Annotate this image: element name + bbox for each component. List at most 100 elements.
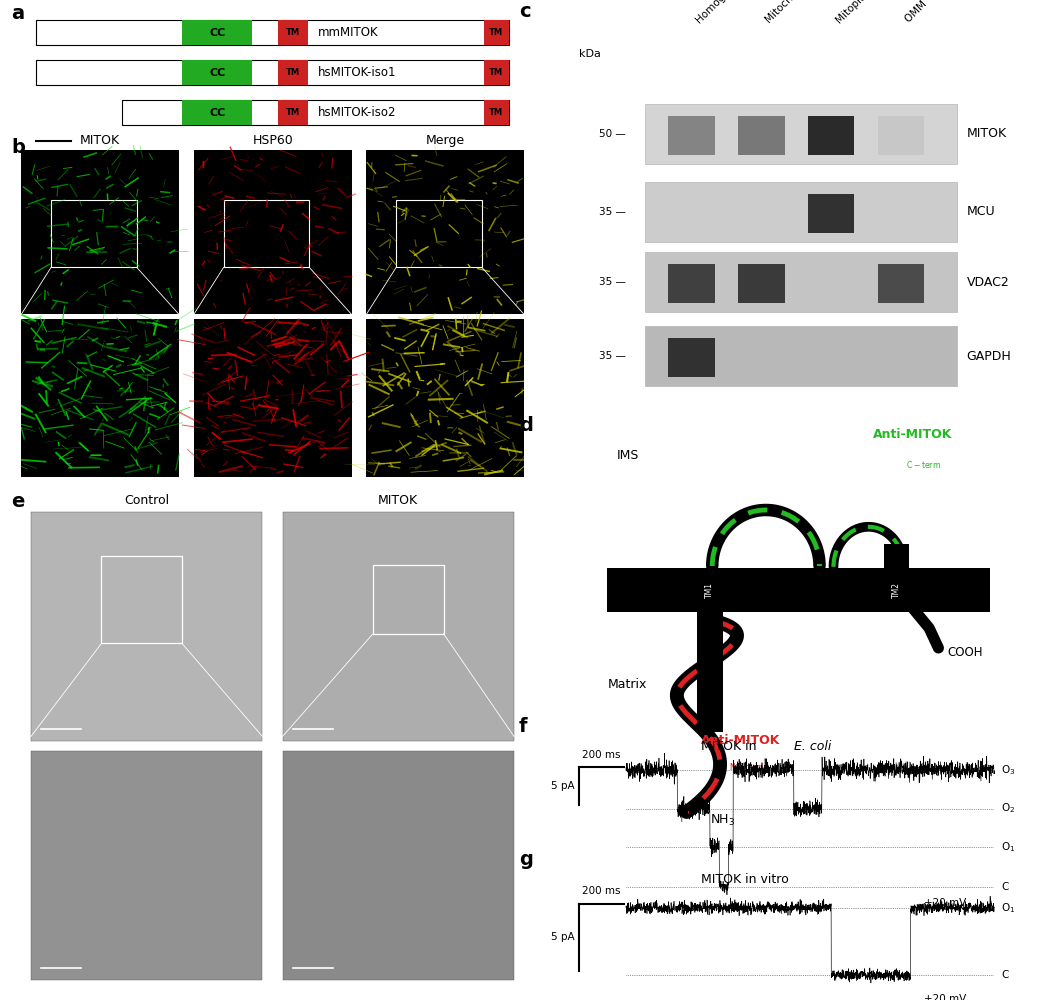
- Bar: [51, 200, 136, 267]
- Text: TM: TM: [489, 108, 503, 117]
- Text: C: C: [1002, 882, 1009, 892]
- Text: 35 —: 35 —: [599, 351, 626, 361]
- Text: hsMITOK-iso1: hsMITOK-iso1: [318, 66, 396, 79]
- Text: O$_2$: O$_2$: [1002, 802, 1016, 815]
- Bar: [645, 326, 957, 386]
- Bar: [102, 556, 182, 643]
- Text: 5 pA: 5 pA: [551, 932, 574, 942]
- Text: 35 —: 35 —: [599, 207, 626, 217]
- Text: MITOK: MITOK: [966, 127, 1006, 140]
- Text: O$_1$: O$_1$: [1002, 901, 1016, 915]
- Text: g: g: [519, 850, 532, 869]
- Bar: [808, 194, 854, 233]
- Bar: [808, 116, 854, 155]
- Bar: [182, 60, 253, 85]
- Text: MCU: MCU: [966, 205, 995, 218]
- Bar: [366, 150, 524, 314]
- Bar: [223, 200, 309, 267]
- Text: CC: CC: [209, 27, 225, 37]
- Bar: [484, 100, 509, 125]
- Bar: [697, 568, 723, 732]
- Text: TM2: TM2: [892, 582, 901, 598]
- Text: +20 mV: +20 mV: [924, 994, 966, 1000]
- Bar: [883, 544, 910, 612]
- Bar: [31, 751, 262, 980]
- Text: C: C: [1002, 970, 1009, 980]
- Text: TM1: TM1: [705, 582, 715, 598]
- Bar: [278, 100, 308, 125]
- Text: f: f: [519, 718, 527, 736]
- Text: IMM: IMM: [995, 585, 1021, 595]
- Bar: [645, 182, 957, 242]
- Bar: [194, 319, 352, 477]
- Bar: [283, 512, 514, 741]
- Text: O$_1$: O$_1$: [1002, 840, 1016, 854]
- Bar: [645, 252, 957, 312]
- Text: Homogenate: Homogenate: [694, 0, 748, 25]
- Text: 35 —: 35 —: [599, 277, 626, 287]
- Text: CC: CC: [209, 107, 225, 117]
- Text: TM: TM: [285, 108, 300, 117]
- Text: E. coli: E. coli: [794, 740, 831, 753]
- Text: c: c: [519, 2, 530, 21]
- Bar: [484, 20, 509, 45]
- Text: CC: CC: [209, 68, 225, 78]
- Text: MITOK: MITOK: [80, 134, 121, 147]
- Bar: [366, 319, 524, 477]
- Bar: [122, 100, 509, 125]
- Text: 200 ms: 200 ms: [582, 750, 620, 760]
- Text: HSP60: HSP60: [253, 134, 293, 147]
- Text: Anti-MITOK: Anti-MITOK: [873, 428, 953, 441]
- Text: VDAC2: VDAC2: [966, 276, 1009, 289]
- Bar: [396, 200, 482, 267]
- Text: 50 —: 50 —: [599, 129, 626, 139]
- Bar: [608, 568, 989, 612]
- Text: TM: TM: [285, 28, 300, 37]
- Text: 200 ms: 200 ms: [582, 886, 620, 896]
- Text: b: b: [10, 138, 25, 157]
- Bar: [283, 751, 514, 980]
- Text: MITOK in: MITOK in: [700, 740, 760, 753]
- Bar: [36, 20, 509, 45]
- Bar: [738, 116, 785, 155]
- Bar: [645, 104, 957, 164]
- Text: MITOK: MITOK: [378, 494, 418, 507]
- Text: OMM + IMS: OMM + IMS: [903, 0, 953, 25]
- Bar: [738, 264, 785, 303]
- Bar: [182, 20, 253, 45]
- Text: $_{{\rm N-term}}$: $_{{\rm N-term}}$: [728, 762, 764, 774]
- Bar: [36, 60, 509, 85]
- Bar: [182, 100, 253, 125]
- Bar: [668, 116, 715, 155]
- Text: Control: Control: [124, 494, 170, 507]
- Bar: [21, 150, 179, 314]
- Text: +20 mV: +20 mV: [924, 898, 966, 908]
- Text: TM: TM: [489, 68, 503, 77]
- Bar: [278, 20, 308, 45]
- Text: MITOK in vitro: MITOK in vitro: [700, 873, 788, 886]
- Text: hsMITOK-iso2: hsMITOK-iso2: [318, 106, 396, 119]
- Bar: [278, 60, 308, 85]
- Bar: [668, 264, 715, 303]
- Bar: [668, 338, 715, 377]
- Text: GAPDH: GAPDH: [966, 350, 1011, 363]
- Text: COOH: COOH: [947, 646, 983, 658]
- Text: kDa: kDa: [580, 49, 602, 59]
- Bar: [373, 565, 443, 634]
- Text: Mitochondria: Mitochondria: [764, 0, 818, 25]
- Text: Mitoplasts: Mitoplasts: [833, 0, 878, 25]
- Text: mmMITOK: mmMITOK: [318, 26, 378, 39]
- Bar: [484, 60, 509, 85]
- Text: Merge: Merge: [425, 134, 465, 147]
- Text: Anti-MITOK: Anti-MITOK: [700, 734, 780, 746]
- Text: d: d: [519, 416, 532, 435]
- Bar: [878, 116, 924, 155]
- Text: O$_3$: O$_3$: [1002, 763, 1016, 777]
- Text: $_{{\rm C-term}}$: $_{{\rm C-term}}$: [905, 460, 941, 472]
- Text: a: a: [10, 4, 24, 23]
- Bar: [194, 150, 352, 314]
- Bar: [21, 319, 179, 477]
- Text: Matrix: Matrix: [608, 678, 647, 690]
- Bar: [878, 264, 924, 303]
- Text: NH$_3$: NH$_3$: [709, 812, 735, 828]
